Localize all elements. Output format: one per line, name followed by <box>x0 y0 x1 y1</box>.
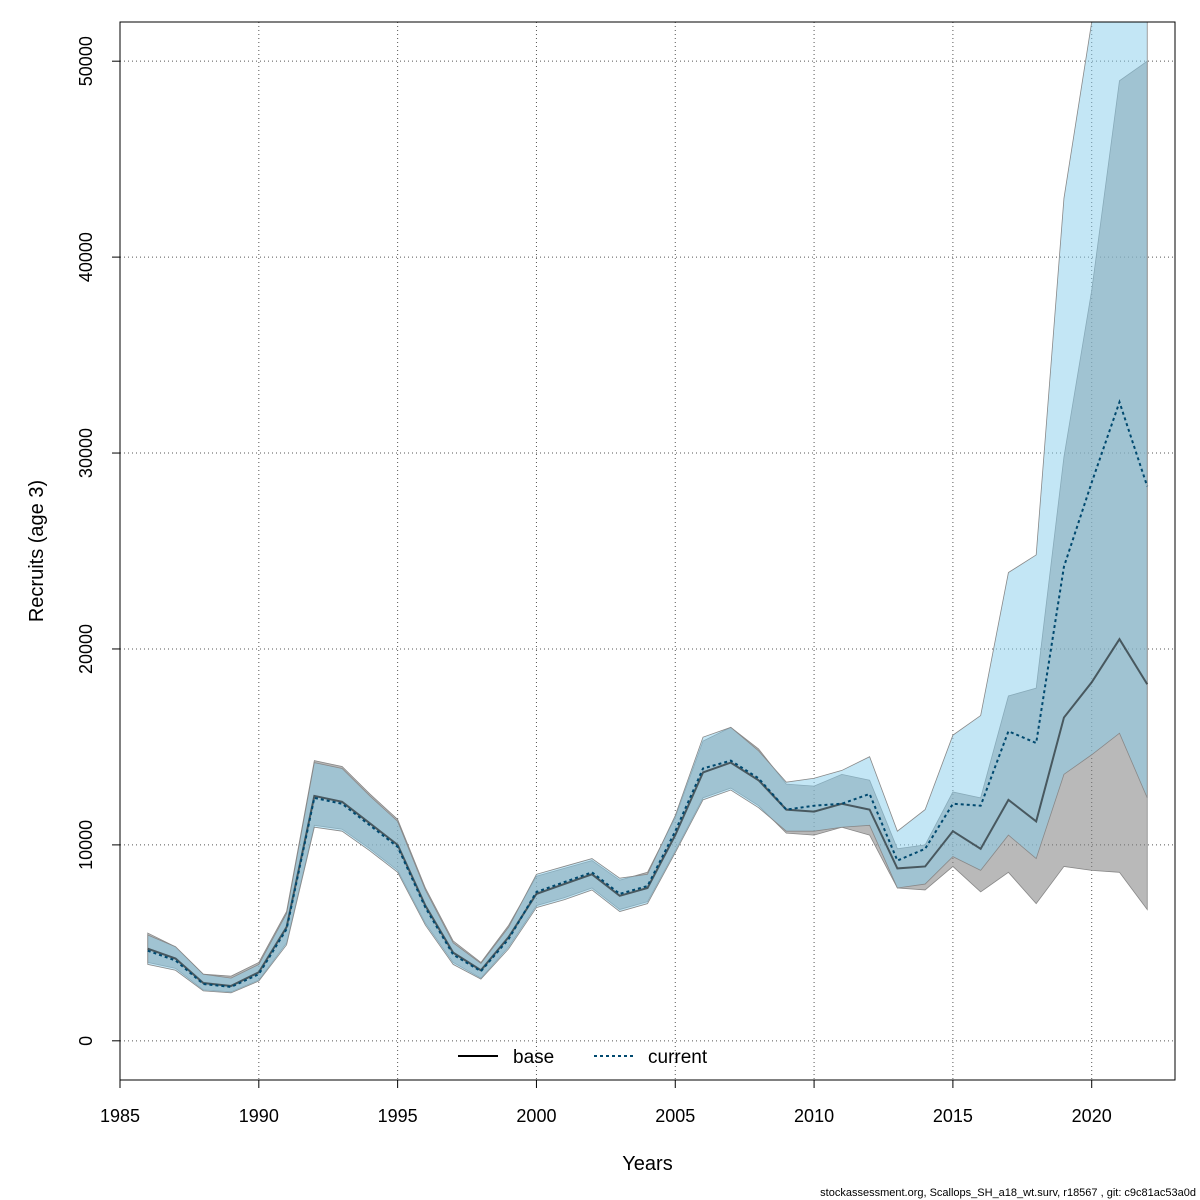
x-tick-label: 2005 <box>655 1106 695 1126</box>
y-tick-label: 20000 <box>76 624 96 674</box>
x-tick-label: 1990 <box>239 1106 279 1126</box>
x-axis: 1985 1990 1995 2000 2005 2010 2015 2020 <box>100 1079 1112 1126</box>
series-line-current <box>147 398 1149 988</box>
x-tick-label: 1985 <box>100 1106 140 1126</box>
x-tick-label: 2000 <box>516 1106 556 1126</box>
grid-lines <box>119 22 1175 1080</box>
legend-label-base: base <box>513 1047 554 1068</box>
y-tick-label: 50000 <box>76 36 96 86</box>
y-axis: 0 10000 20000 30000 40000 50000 <box>76 36 120 1046</box>
x-axis-title: Years <box>622 1153 672 1175</box>
legend: base current <box>458 1047 708 1068</box>
series-lines <box>147 398 1149 988</box>
y-tick-label: 10000 <box>76 820 96 870</box>
x-tick-label: 1995 <box>378 1106 418 1126</box>
y-tick-label: 30000 <box>76 428 96 478</box>
x-tick-label: 2010 <box>794 1106 834 1126</box>
y-axis-title: Recruits (age 3) <box>26 480 48 622</box>
x-tick-label: 2020 <box>1072 1106 1112 1126</box>
y-tick-label: 40000 <box>76 232 96 282</box>
y-tick-label: 0 <box>76 1036 96 1046</box>
footer-text: stockassessment.org, Scallops_SH_a18_wt.… <box>820 1187 1196 1199</box>
legend-label-current: current <box>648 1047 708 1068</box>
ci-band-current <box>147 22 1148 994</box>
x-tick-label: 2015 <box>933 1106 973 1126</box>
confidence-bands <box>147 22 1148 994</box>
series-line-base <box>147 637 1149 987</box>
plot-frame <box>119 21 1176 1081</box>
